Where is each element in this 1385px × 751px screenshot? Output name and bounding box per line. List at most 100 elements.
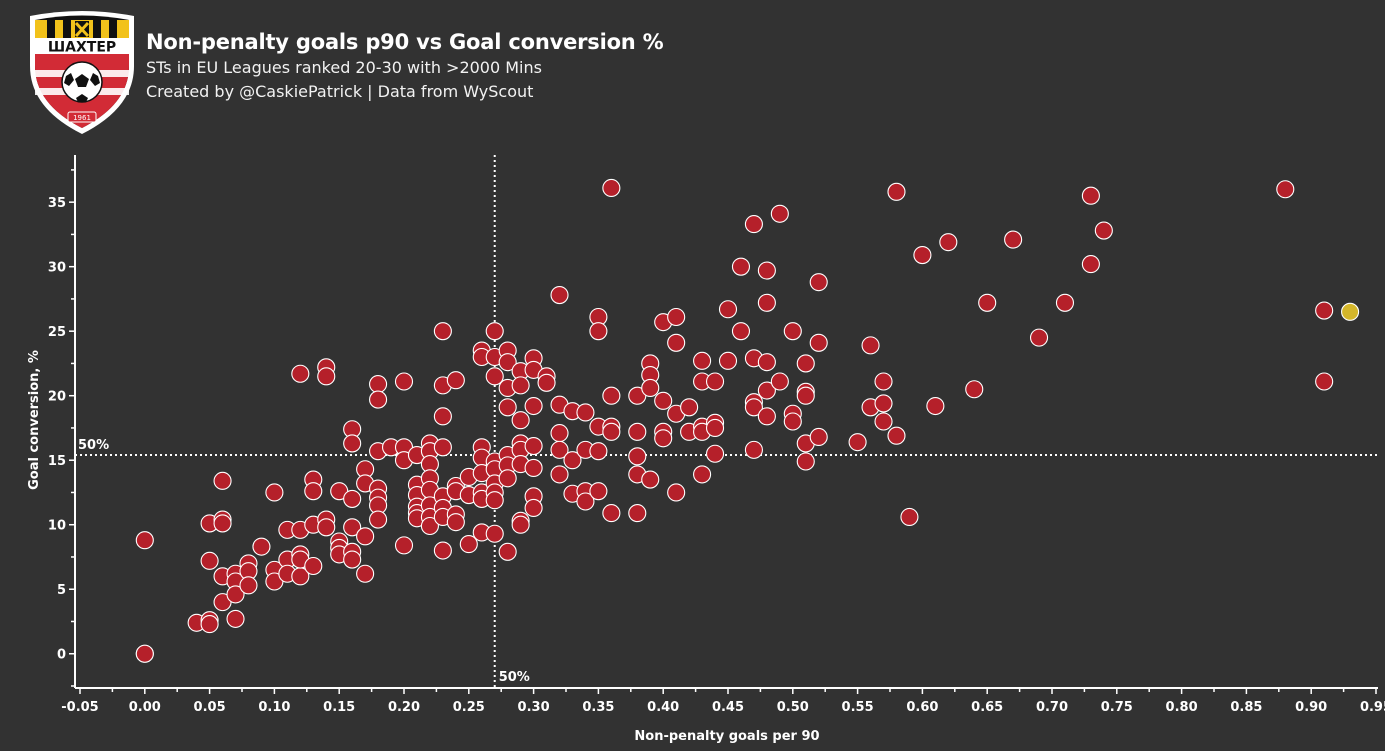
- data-point: [356, 527, 375, 546]
- data-point: [796, 386, 815, 405]
- y-axis-title: Goal conversion, %: [27, 350, 42, 490]
- data-point: [809, 273, 828, 292]
- data-point: [887, 426, 906, 445]
- logo-wordmark: ШАХТЕР: [48, 40, 116, 56]
- x-tick-label: -0.05: [61, 700, 98, 715]
- data-point: [589, 482, 608, 501]
- y-tick-label: 10: [48, 519, 66, 534]
- highlighted-point: [1341, 302, 1360, 321]
- data-point: [135, 531, 154, 550]
- x-tick-label: 0.40: [647, 700, 679, 715]
- data-point: [705, 444, 725, 463]
- data-point: [576, 492, 595, 511]
- y-tick-label: 5: [57, 583, 66, 598]
- y-tick-label: 20: [48, 390, 66, 405]
- data-point: [757, 381, 776, 400]
- x-tick-label: 0.55: [842, 700, 874, 715]
- x-tick-label: 0.60: [906, 700, 938, 715]
- reference-lines: 50% 50%: [75, 155, 1378, 688]
- data-point: [705, 372, 725, 391]
- data-point: [1004, 230, 1023, 249]
- data-point: [796, 452, 815, 471]
- data-point: [394, 372, 414, 391]
- data-point: [369, 375, 388, 394]
- data-point: [550, 424, 569, 443]
- data-point: [809, 427, 828, 447]
- data-point: [628, 422, 647, 441]
- data-point: [602, 504, 621, 523]
- data-point: [654, 391, 673, 410]
- data-point: [718, 300, 738, 319]
- data-point: [757, 261, 776, 280]
- data-point: [602, 386, 621, 405]
- data-point: [239, 576, 258, 595]
- data-point: [667, 333, 686, 352]
- data-point: [498, 353, 517, 372]
- data-points: [135, 178, 1360, 663]
- data-point: [252, 537, 271, 556]
- data-point: [420, 516, 439, 536]
- x-tick-label: 0.10: [258, 700, 290, 715]
- data-point: [1029, 328, 1049, 347]
- data-point: [213, 514, 232, 533]
- data-point: [343, 518, 362, 537]
- y-tick-label: 15: [48, 454, 66, 469]
- data-point: [550, 440, 569, 459]
- data-point: [641, 470, 660, 489]
- data-point: [731, 257, 751, 276]
- data-point: [965, 380, 984, 399]
- data-point: [1276, 180, 1295, 199]
- data-point: [485, 491, 504, 510]
- data-point: [1315, 301, 1334, 320]
- data-point: [343, 550, 362, 569]
- data-point: [874, 372, 893, 391]
- y-tick-label: 25: [48, 325, 66, 340]
- data-point: [511, 376, 530, 395]
- x-tick-label: 0.00: [129, 700, 161, 715]
- x-tick-label: 0.05: [194, 700, 226, 715]
- data-point: [135, 644, 154, 663]
- chart-subtitle: STs in EU Leagues ranked 20-30 with >200…: [146, 58, 542, 77]
- axes: -0.05 0.00 0.05 0.10 0.15 0.20 0.25 0.30 0.35 0.4…: [48, 155, 1385, 715]
- data-point: [550, 286, 569, 305]
- data-point: [757, 407, 776, 426]
- data-point: [1081, 186, 1100, 205]
- data-point: [926, 396, 945, 416]
- data-point: [913, 246, 932, 265]
- x-tick-label: 0.95: [1360, 700, 1385, 715]
- data-point: [524, 458, 543, 477]
- y-tick-label: 30: [48, 261, 66, 276]
- x-tick-label: 0.90: [1295, 700, 1327, 715]
- data-point: [693, 351, 712, 370]
- data-point: [874, 412, 893, 431]
- data-point: [304, 482, 323, 501]
- data-point: [718, 351, 738, 370]
- x-tick-label: 0.50: [777, 700, 809, 715]
- data-point: [200, 551, 219, 570]
- x-tick-label: 0.80: [1166, 700, 1198, 715]
- data-point: [744, 215, 763, 234]
- chart-credit: Created by @CaskiePatrick | Data from Wy…: [146, 82, 534, 101]
- data-point: [576, 403, 595, 422]
- data-point: [848, 433, 867, 452]
- data-point: [446, 371, 465, 390]
- data-point: [226, 585, 245, 604]
- data-point: [900, 507, 919, 527]
- x-tick-label: 0.30: [518, 700, 550, 715]
- data-point: [550, 465, 569, 484]
- data-point: [433, 407, 452, 426]
- chart-header: Non-penalty goals p90 vs Goal conversion…: [146, 28, 664, 104]
- data-point: [783, 412, 802, 431]
- x-tick-label: 0.85: [1230, 700, 1262, 715]
- data-point: [524, 498, 543, 517]
- data-point: [667, 483, 686, 502]
- x-tick-label: 0.20: [388, 700, 420, 715]
- data-point: [356, 564, 375, 583]
- data-point: [693, 465, 712, 484]
- data-point: [446, 513, 465, 532]
- data-point: [433, 541, 452, 560]
- data-point: [744, 440, 763, 459]
- data-point: [343, 434, 362, 453]
- data-point: [213, 471, 232, 490]
